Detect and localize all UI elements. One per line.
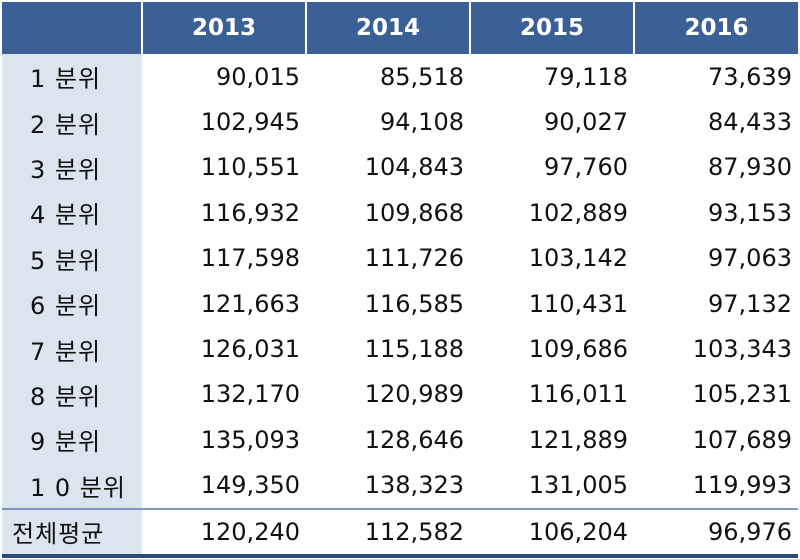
table-cell: 106,204: [470, 507, 634, 558]
column-header: 2015: [470, 2, 635, 54]
row-label: 4 분위: [2, 190, 142, 236]
table-cell: 149,350: [200, 471, 300, 500]
table-cell: 73,639: [708, 62, 792, 91]
table-cell: 117,598: [200, 244, 300, 273]
table-cell: 102,889: [528, 198, 628, 227]
table-cell: 105,231: [692, 380, 792, 409]
table-cell: 119,993: [692, 471, 792, 500]
table-cell: 126,031: [200, 335, 300, 364]
table-cell: 103,142: [528, 244, 628, 273]
table-cell: 116,585: [364, 289, 464, 318]
table-cell: 93,153: [708, 198, 792, 227]
row-label: 5 분위: [2, 235, 142, 281]
table-cell: 115,188: [364, 335, 464, 364]
table-cell: 116,011: [528, 380, 628, 409]
table-cell: 84,433: [708, 108, 792, 137]
table-cell: 87,930: [708, 153, 792, 182]
header-corner: [2, 2, 143, 54]
table-cell: 109,868: [364, 198, 464, 227]
row-label: 3 분위: [2, 144, 142, 191]
table-row: 1 0 분위 149,350 138,323 131,005 119,993: [2, 462, 798, 509]
table-cell: 96,976: [634, 507, 798, 558]
table-cell: 132,170: [200, 380, 300, 409]
table-cell: 103,343: [692, 335, 792, 364]
row-label: 1 0 분위: [2, 462, 142, 509]
table-cell: 138,323: [364, 471, 464, 500]
table-row: 2 분위 102,945 94,108 90,027 84,433: [2, 99, 798, 145]
table-cell: 120,240: [142, 507, 306, 558]
table-row: 4 분위 116,932 109,868 102,889 93,153: [2, 190, 798, 236]
table-cell: 104,843: [364, 153, 464, 182]
table-cell: 110,431: [528, 289, 628, 318]
header-row: 2013 2014 2015 2016: [2, 2, 798, 54]
table-row: 3 분위 110,551 104,843 97,760 87,930: [2, 144, 798, 191]
row-label: 9 분위: [2, 417, 142, 463]
average-label: 전체평균: [2, 507, 142, 558]
row-label: 7 분위: [2, 326, 142, 372]
table-cell: 97,760: [544, 153, 628, 182]
row-label: 1 분위: [2, 54, 142, 100]
row-label: 2 분위: [2, 99, 142, 145]
table-cell: 102,945: [200, 108, 300, 137]
table-row: 9 분위 135,093 128,646 121,889 107,689: [2, 417, 798, 463]
table-cell: 121,889: [528, 425, 628, 454]
table-row: 1 분위 90,015 85,518 79,118 73,639: [2, 54, 798, 100]
table-cell: 90,027: [544, 108, 628, 137]
column-header: 2016: [634, 2, 798, 54]
table-row: 6 분위 121,663 116,585 110,431 97,132: [2, 280, 798, 327]
row-label: 6 분위: [2, 280, 142, 327]
table-row: 5 분위 117,598 111,726 103,142 97,063: [2, 235, 798, 281]
table-row: 7 분위 126,031 115,188 109,686 103,343: [2, 326, 798, 372]
table-cell: 97,063: [708, 244, 792, 273]
table-row: 8 분위 132,170 120,989 116,011 105,231: [2, 371, 798, 418]
row-label: 8 분위: [2, 371, 142, 418]
column-header: 2014: [306, 2, 471, 54]
table-cell: 116,932: [200, 198, 300, 227]
table-cell: 107,689: [692, 425, 792, 454]
table-cell: 111,726: [364, 244, 464, 273]
column-header: 2013: [142, 2, 307, 54]
table-cell: 131,005: [528, 471, 628, 500]
table-cell: 85,518: [380, 62, 464, 91]
table-cell: 110,551: [200, 153, 300, 182]
table-cell: 97,132: [708, 289, 792, 318]
table-cell: 109,686: [528, 335, 628, 364]
table-cell: 90,015: [216, 62, 300, 91]
table-cell: 120,989: [364, 380, 464, 409]
table-cell: 128,646: [364, 425, 464, 454]
table-cell: 94,108: [380, 108, 464, 137]
table-cell: 112,582: [306, 507, 470, 558]
table-cell: 135,093: [200, 425, 300, 454]
table-cell: 121,663: [200, 289, 300, 318]
table-cell: 79,118: [544, 62, 628, 91]
average-row: 전체평균 120,240 112,582 106,204 96,976: [2, 507, 798, 558]
